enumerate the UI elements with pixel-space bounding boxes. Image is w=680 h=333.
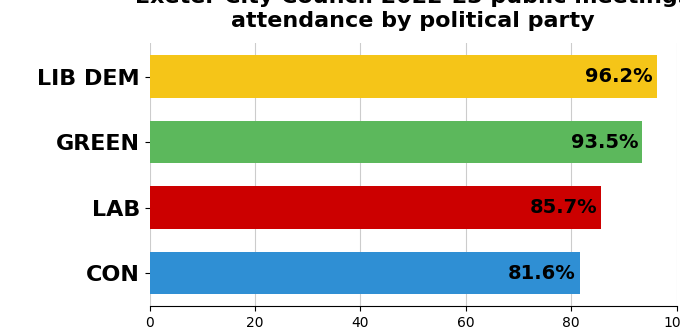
Bar	[150, 121, 643, 164]
Text: 96.2%: 96.2%	[585, 67, 652, 86]
Bar	[150, 186, 601, 229]
Text: 85.7%: 85.7%	[530, 198, 597, 217]
Text: 81.6%: 81.6%	[508, 264, 575, 283]
Text: 93.5%: 93.5%	[571, 133, 638, 152]
Bar	[150, 252, 579, 294]
Bar	[150, 55, 657, 98]
Title: Exeter City Council 2022-23 public meetings
attendance by political party: Exeter City Council 2022-23 public meeti…	[135, 0, 680, 31]
